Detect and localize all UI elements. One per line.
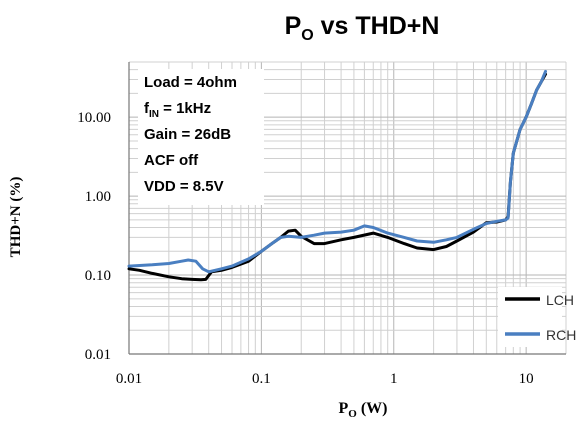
y-tick-label: 0.10 (85, 268, 111, 284)
annotation-line: Load = 4ohm (144, 74, 237, 91)
annotation-line: fIN = 1kHz (144, 100, 211, 120)
annotation-line: ACF off (144, 152, 199, 169)
x-tick-label: 1 (390, 371, 398, 387)
legend-label-rch: RCH (546, 327, 576, 343)
legend-label-lch: LCH (546, 292, 574, 308)
legend: LCH RCH (498, 287, 576, 347)
series-lines (127, 69, 547, 282)
x-axis-label-main: P (339, 400, 349, 417)
x-tick-label: 0.01 (116, 371, 142, 387)
annotation-line: VDD = 8.5V (144, 178, 224, 195)
chart-title-main: P (285, 12, 302, 40)
axes (128, 62, 566, 355)
chart-title-rest: vs THD+N (314, 12, 440, 40)
x-axis-label: PO (W) (339, 400, 388, 420)
x-tick-label: 10 (519, 371, 534, 387)
series-line-rch (127, 69, 547, 274)
y-tick-label: 10.00 (77, 110, 111, 126)
annotation-line: Gain = 26dB (144, 126, 231, 143)
legend-box (498, 287, 562, 347)
y-axis-label: THD+N (%) (8, 177, 24, 258)
annotation-box (138, 69, 264, 205)
tick-labels: 0.01 0.1 1 10 0.01 0.10 1.00 10.00 (77, 110, 533, 387)
x-axis-label-sub: O (348, 408, 357, 420)
annotations: Load = 4ohm fIN = 1kHz Gain = 26dB ACF off V… (144, 74, 237, 195)
chart-title-sub: O (301, 27, 313, 44)
y-tick-label: 1.00 (85, 189, 111, 205)
chart-title: PO vs THD+N (285, 12, 440, 44)
x-axis-label-rest: (W) (357, 400, 388, 417)
y-tick-label: 0.01 (85, 347, 111, 363)
x-tick-label: 0.1 (252, 371, 271, 387)
